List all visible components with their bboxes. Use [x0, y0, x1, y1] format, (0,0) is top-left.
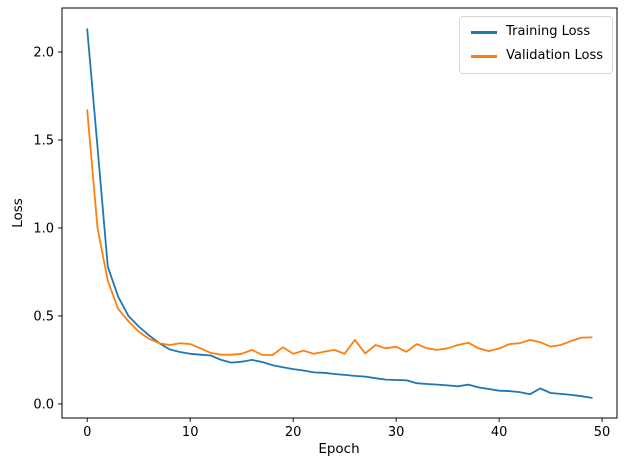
x-tick-label: 20: [285, 425, 302, 440]
x-tick-label: 10: [182, 425, 199, 440]
plot-lines: [86, 28, 593, 399]
validation-loss-line-swatch: [471, 55, 498, 58]
y-tick-label: 2.0: [33, 45, 54, 60]
x-tick-label: 50: [594, 425, 611, 440]
training-loss-line: [86, 28, 593, 399]
y-axis-label: Loss: [10, 198, 26, 228]
x-axis: 0 10 20 30 40 50: [83, 418, 610, 440]
x-tick-label: 40: [491, 425, 508, 440]
y-tick-label: 1.0: [33, 221, 54, 236]
y-tick-label: 1.5: [33, 133, 54, 148]
y-tick-label: 0.5: [33, 309, 54, 324]
plot-frame: [61, 7, 618, 419]
x-tick-label: 0: [83, 425, 91, 440]
legend-item-validation-loss: Validation Loss: [471, 47, 603, 64]
legend-item-training-loss: Training Loss: [471, 24, 603, 40]
x-axis-label: Epoch: [318, 441, 359, 457]
legend: Training Loss Validation Loss: [459, 16, 613, 74]
training-loss-line-swatch: [471, 31, 498, 34]
validation-loss-line: [86, 109, 593, 356]
y-tick-label: 0.0: [33, 397, 54, 412]
y-axis: 0.0 0.5 1.0 1.5 2.0: [33, 45, 62, 412]
legend-label-validation-loss: Validation Loss: [506, 47, 603, 63]
x-tick-label: 30: [388, 425, 405, 440]
legend-label-training-loss: Training Loss: [506, 24, 591, 39]
